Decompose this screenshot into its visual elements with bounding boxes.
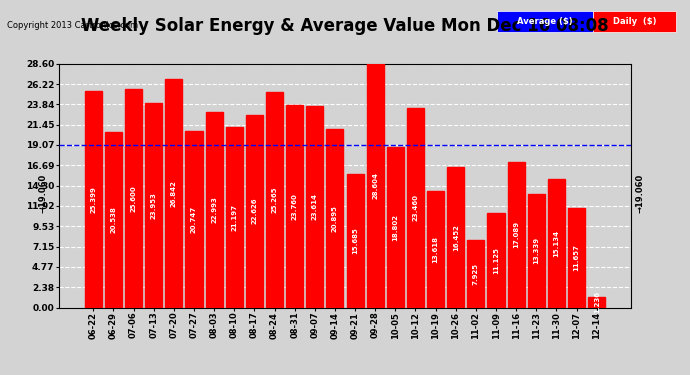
Text: →19.060: →19.060 (635, 174, 645, 213)
Bar (226, 127, 243, 308)
Bar (588, 297, 605, 307)
Bar (105, 132, 122, 308)
Text: 15.685: 15.685 (352, 227, 358, 254)
Bar (548, 178, 565, 308)
Text: 23.760: 23.760 (292, 193, 297, 220)
Bar (346, 174, 364, 308)
Bar (145, 104, 162, 308)
Bar (488, 213, 504, 308)
Bar (206, 111, 223, 308)
Bar (568, 208, 585, 308)
Text: 25.600: 25.600 (130, 185, 137, 212)
Text: 20.747: 20.747 (191, 206, 197, 232)
Bar (246, 115, 263, 308)
Text: →19.060: →19.060 (39, 174, 48, 213)
Bar (467, 240, 484, 308)
Text: 23.614: 23.614 (312, 194, 318, 220)
Bar (125, 89, 142, 308)
Text: Average ($): Average ($) (518, 17, 573, 26)
Bar (266, 92, 283, 308)
Text: 13.339: 13.339 (533, 237, 540, 264)
Text: 13.618: 13.618 (433, 236, 439, 263)
Bar (427, 191, 444, 308)
Text: 1.236: 1.236 (594, 291, 600, 313)
Text: 15.134: 15.134 (553, 230, 560, 256)
Bar (306, 106, 324, 307)
Bar (326, 129, 344, 308)
Text: 26.842: 26.842 (171, 180, 177, 207)
Text: 22.993: 22.993 (211, 196, 217, 223)
Text: 25.265: 25.265 (271, 187, 277, 213)
Text: 17.089: 17.089 (513, 221, 519, 248)
Text: Weekly Solar Energy & Average Value Mon Dec 16 08:08: Weekly Solar Energy & Average Value Mon … (81, 17, 609, 35)
Text: 23.953: 23.953 (150, 192, 157, 219)
Text: 7.925: 7.925 (473, 263, 479, 285)
Bar (447, 167, 464, 308)
Text: 22.626: 22.626 (251, 198, 257, 224)
Text: 21.197: 21.197 (231, 204, 237, 231)
Text: 16.452: 16.452 (453, 224, 459, 251)
Text: Copyright 2013 Cartronics.com: Copyright 2013 Cartronics.com (7, 21, 138, 30)
Text: 20.538: 20.538 (110, 207, 117, 233)
Bar (508, 162, 525, 308)
Text: 11.657: 11.657 (573, 244, 580, 271)
Bar (407, 108, 424, 307)
Bar (85, 91, 102, 308)
Bar (186, 130, 202, 308)
Text: 23.460: 23.460 (413, 194, 419, 221)
Bar (286, 105, 303, 308)
Bar (387, 147, 404, 308)
Text: 11.125: 11.125 (493, 247, 499, 273)
Bar (366, 64, 384, 308)
Text: Daily  ($): Daily ($) (613, 17, 657, 26)
Text: 18.802: 18.802 (393, 214, 398, 241)
Text: 25.399: 25.399 (90, 186, 96, 213)
Bar (528, 194, 545, 308)
Text: 28.604: 28.604 (372, 172, 378, 199)
Text: 20.895: 20.895 (332, 205, 338, 232)
Bar (165, 79, 182, 308)
